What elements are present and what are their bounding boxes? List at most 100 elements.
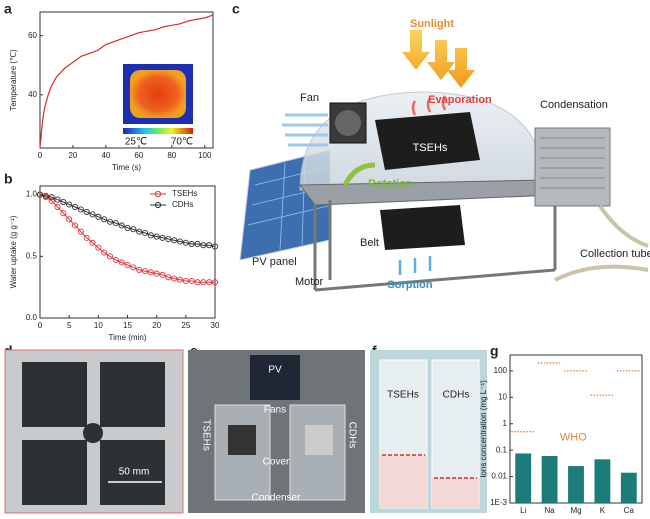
marker [118,222,125,229]
legend-label: CDHs [172,200,193,209]
x-tick-label: 25 [181,321,190,330]
x-tick-label: Ca [624,506,635,515]
panel-label: c [232,1,240,17]
y-tick-label: 0.0 [26,313,38,322]
plot-frame [39,11,214,149]
y-tick-label: 0.5 [26,251,38,260]
label: Condenser [252,493,302,504]
marker [182,239,189,246]
marker [211,243,219,250]
bar [594,459,611,503]
frame [313,195,557,292]
marker [130,226,137,233]
tray [299,179,556,206]
marker [206,242,213,249]
collection-tube [554,204,649,282]
marker [83,234,90,241]
marker [141,229,149,236]
y-tick-label: 1 [503,419,508,428]
water [432,478,479,508]
device-diagram: Sunlight Evaporation Fan Condensation TS… [239,18,650,292]
label: Cover [263,457,290,468]
label: Rotation [368,178,413,190]
x-axis-label: Time (min) [109,333,147,342]
marker [165,235,172,243]
bar [541,456,558,503]
condenser [534,127,611,207]
chart: 1E-3 0.01 0.1 1 10 100 Ions concentration (mg … [479,354,643,515]
label: Condensation [540,99,608,111]
legend-marker [154,201,162,209]
label: PV panel [252,256,297,268]
marker [188,240,195,248]
photo-d: 50 mm [4,349,184,514]
tseh-block [375,112,480,170]
x-tick-label: 0 [38,321,43,330]
marker [153,270,160,277]
label: Sorption [387,279,432,291]
marker [36,191,44,198]
marker [48,197,55,204]
cdh [305,425,333,455]
fan-blade [335,110,361,136]
scale-label: 50 mm [119,467,150,478]
x-tick-label: 5 [67,321,72,330]
label: TSEHs [200,419,211,451]
marker [171,275,178,282]
x-tick-label: 0 [38,151,43,160]
marker [106,218,114,225]
marker [188,277,195,285]
line [39,14,214,149]
marker [194,279,201,286]
thermal-inset: 25℃ 70℃ [123,64,193,148]
label: Motor [295,276,323,288]
harvester-unit [22,440,87,505]
marker [200,279,207,286]
marker [101,216,108,223]
label: CDHs [346,422,357,449]
thermal-hotspot [130,70,186,118]
label: Belt [360,237,379,249]
x-axis-label: Time (s) [112,163,141,172]
label: PV [268,365,282,376]
marker [60,198,67,206]
x-tick-label: Na [544,506,555,515]
sun-arrows [402,30,475,88]
y-tick-label: 1E-3 [490,498,507,507]
marker [89,211,96,218]
marker [83,208,90,215]
marker [182,277,189,285]
line [39,194,215,283]
y-tick-label: 0.01 [491,472,507,481]
panel-label: g [490,343,499,359]
marker [124,224,131,231]
marker [211,279,219,286]
y-axis-label: Water uptake (g g⁻¹) [9,215,18,288]
x-tick-label: 40 [101,151,110,160]
line [39,194,216,247]
x-tick-label: 10 [94,321,103,330]
marker [194,240,201,248]
marker [206,279,213,286]
x-tick-label: Mg [570,506,581,515]
y-axis-label: Ions concentration (mg L⁻¹) [479,380,488,478]
x-tick-label: 60 [134,151,143,160]
marker [124,261,131,269]
panel-label: b [4,171,13,187]
harvester-unit [22,362,87,427]
cover [289,404,346,501]
marker [71,203,79,211]
chart: 0.0 0.5 1.0 0 5 10 15 20 25 30 Water uptake (g g⁻¹… [9,185,220,342]
marker [60,210,67,217]
legend-label: TSEHs [172,189,197,198]
marker [153,233,160,240]
label: TSEHs [387,390,419,401]
marker [130,264,137,271]
x-tick-label: 20 [68,151,77,160]
y-tick-label: 100 [494,366,508,375]
marker [165,274,172,281]
marker [171,237,178,244]
y-tick-label: 40 [28,90,37,99]
rotation-arrow [342,162,376,187]
